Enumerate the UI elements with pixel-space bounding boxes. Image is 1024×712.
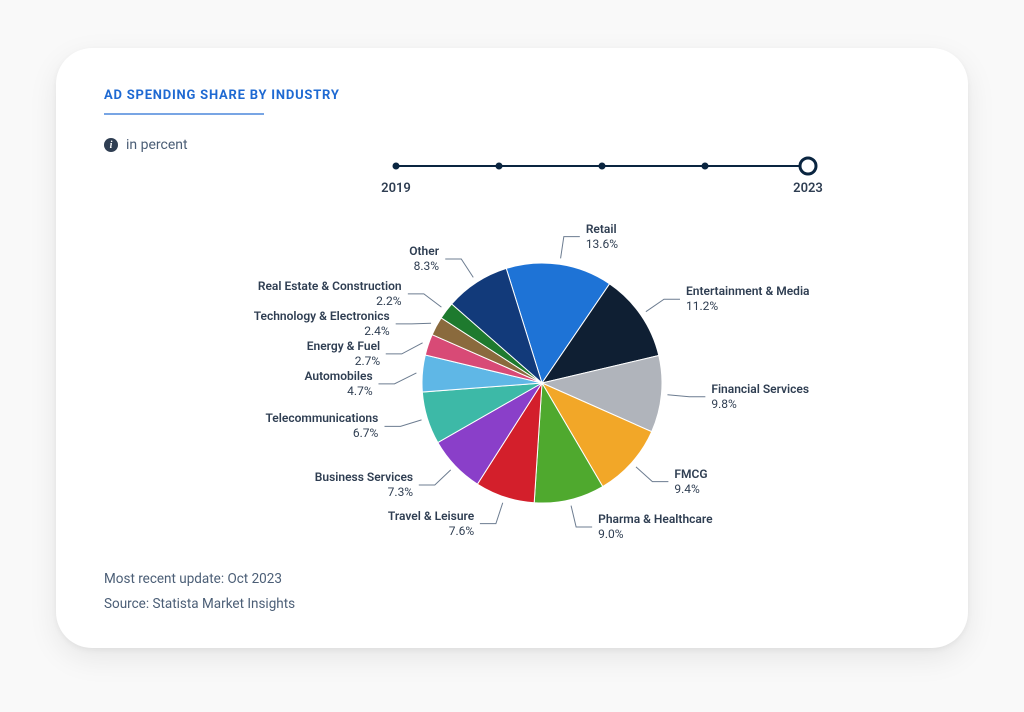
slice-label-name: Real Estate & Construction	[258, 279, 402, 294]
leader-lines	[56, 218, 968, 548]
slice-label: Business Services7.3%	[315, 470, 413, 500]
slice-label-name: Automobiles	[304, 369, 372, 384]
slice-label: Other8.3%	[409, 244, 439, 274]
slice-label: Travel & Leisure7.6%	[388, 509, 474, 539]
slice-label-value: 7.3%	[315, 485, 413, 500]
update-line: Most recent update: Oct 2023	[104, 567, 295, 593]
source-line: Source: Statista Market Insights	[104, 592, 295, 618]
slice-label-value: 2.7%	[307, 354, 380, 369]
title-underline	[104, 113, 264, 115]
source-prefix: Source:	[104, 596, 152, 612]
slice-label-value: 2.4%	[254, 324, 390, 339]
slice-label: Retail13.6%	[586, 222, 618, 252]
leader-line	[636, 467, 668, 482]
chart-card: AD SPENDING SHARE BY INDUSTRY i in perce…	[56, 48, 968, 648]
slice-label-value: 9.0%	[598, 527, 712, 542]
timeline-svg: 20192023	[386, 152, 818, 212]
slice-label: Entertainment & Media11.2%	[686, 284, 810, 314]
leader-line	[571, 506, 592, 527]
leader-line	[408, 294, 442, 307]
slice-label-value: 13.6%	[586, 237, 618, 252]
slice-label-value: 9.4%	[674, 482, 707, 497]
slice-label-name: Entertainment & Media	[686, 284, 810, 299]
slice-label: Automobiles4.7%	[304, 369, 372, 399]
slice-label-name: Retail	[586, 222, 618, 237]
slice-label: Technology & Electronics2.4%	[254, 309, 390, 339]
slice-label: Financial Services9.8%	[711, 382, 809, 412]
leader-line	[378, 373, 416, 384]
slice-label-name: Telecommunications	[265, 411, 378, 426]
slice-label-value: 2.2%	[258, 294, 402, 309]
slice-label-name: Other	[409, 244, 439, 259]
leader-line	[667, 395, 705, 397]
slice-label-value: 6.7%	[265, 426, 378, 441]
timeline-start-label: 2019	[381, 181, 411, 196]
leader-line	[386, 343, 423, 354]
slice-label-value: 11.2%	[686, 299, 810, 314]
slice-label: Pharma & Healthcare9.0%	[598, 512, 712, 542]
timeline-point[interactable]	[393, 163, 400, 170]
slice-label-name: Travel & Leisure	[388, 509, 474, 524]
leader-line	[384, 420, 421, 426]
leader-line	[396, 323, 431, 324]
unit-row: i in percent	[104, 137, 920, 153]
leader-line	[445, 259, 473, 277]
timeline-point[interactable]	[599, 163, 606, 170]
source-value: Statista Market Insights	[152, 596, 295, 612]
leader-line	[561, 237, 580, 259]
pie-chart-area: Retail13.6% Entertainment & Media11.2% Fin…	[56, 218, 968, 548]
timeline-point[interactable]	[496, 163, 503, 170]
slice-label-value: 7.6%	[388, 524, 474, 539]
slice-label-name: Pharma & Healthcare	[598, 512, 712, 527]
slice-label-name: FMCG	[674, 467, 707, 482]
unit-label: in percent	[126, 137, 188, 153]
leader-line	[646, 299, 680, 311]
slice-label-value: 4.7%	[304, 384, 372, 399]
slice-label-value: 8.3%	[409, 259, 439, 274]
slice-label: Energy & Fuel2.7%	[307, 339, 380, 369]
chart-footer: Most recent update: Oct 2023 Source: Sta…	[104, 567, 295, 618]
year-timeline[interactable]: 20192023	[386, 152, 818, 212]
info-icon[interactable]: i	[104, 138, 118, 152]
chart-title: AD SPENDING SHARE BY INDUSTRY	[104, 88, 920, 103]
slice-label-name: Business Services	[315, 470, 413, 485]
timeline-end-label: 2023	[793, 181, 823, 196]
timeline-point[interactable]	[702, 163, 709, 170]
slice-label-value: 9.8%	[711, 397, 809, 412]
slice-label: Telecommunications6.7%	[265, 411, 378, 441]
slice-label: FMCG9.4%	[674, 467, 707, 497]
leader-line	[480, 503, 503, 524]
slice-label-name: Technology & Electronics	[254, 309, 390, 324]
leader-line	[419, 470, 451, 485]
update-prefix: Most recent update:	[104, 571, 227, 587]
slice-label: Real Estate & Construction2.2%	[258, 279, 402, 309]
update-value: Oct 2023	[227, 571, 281, 587]
slice-label-name: Financial Services	[711, 382, 809, 397]
slice-label-name: Energy & Fuel	[307, 339, 380, 354]
timeline-point[interactable]	[800, 158, 816, 174]
